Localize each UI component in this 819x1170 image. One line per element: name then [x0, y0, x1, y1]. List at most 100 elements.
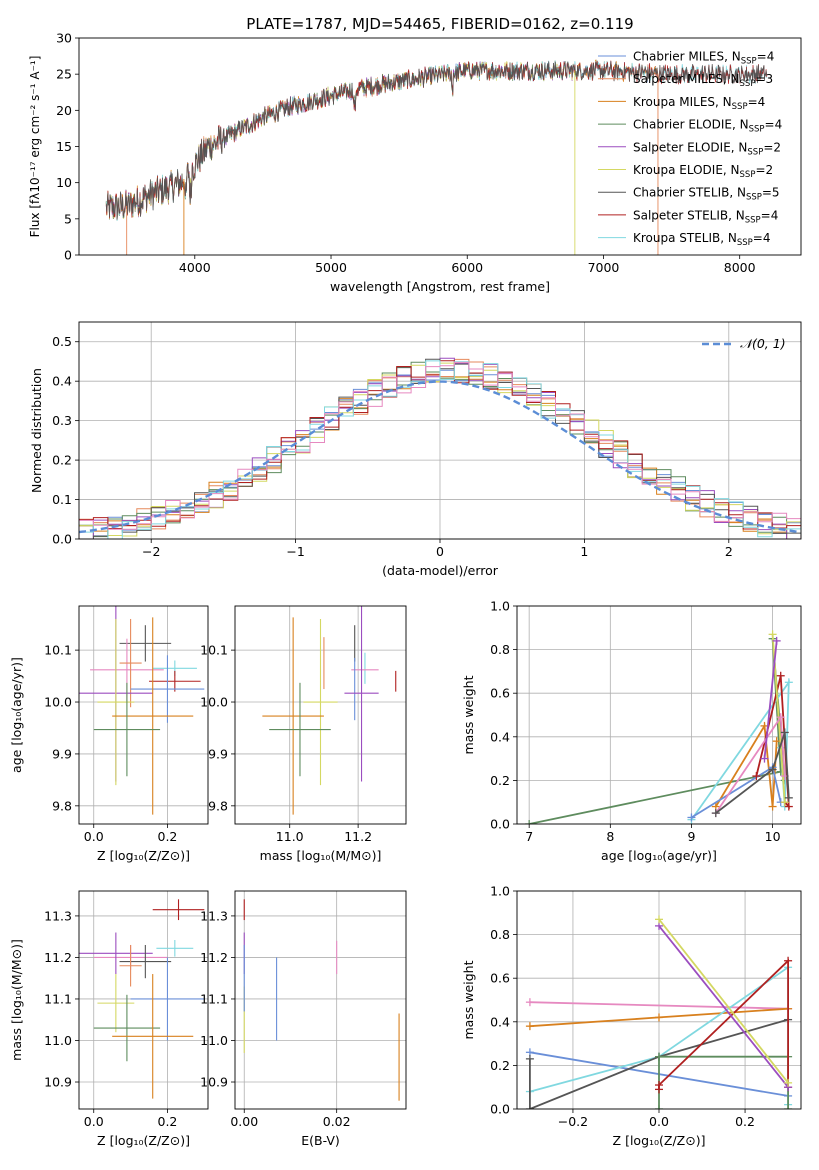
y-tick-label: 0.4 — [490, 1014, 510, 1029]
plot-area — [79, 606, 205, 815]
error-bar-point — [119, 625, 172, 662]
axes-frame — [78, 37, 802, 256]
x-tick-label: 9 — [687, 829, 695, 844]
plot-area — [525, 630, 793, 824]
weight-marker — [752, 772, 761, 781]
panel-age-vs-Z: 0.0 0.2 9.8 9.9 10.0 10.1 Z [log₁₀(Z/Z⊙)] age [… — [9, 605, 209, 863]
y-tick-label: 11.1 — [44, 991, 72, 1006]
weight-marker — [784, 678, 793, 687]
weight-marker — [784, 1105, 793, 1109]
y-tick-label: 0.0 — [490, 1102, 510, 1117]
weight-marker — [655, 1052, 663, 1061]
error-bar-point — [112, 974, 194, 1099]
weight-line-extra_pink — [529, 1001, 789, 1010]
x-tick-label: 8 — [606, 829, 614, 844]
plot-area — [262, 606, 397, 815]
legend-entry: Salpeter STELIB, NSSP=4 — [633, 208, 778, 225]
panel-weight-vs-age: 7 8 9 10 0.0 0.2 0.4 0.6 0.8 1.0 age [log₁₀(age/yr… — [461, 599, 802, 863]
x-tick-label: 0.2 — [158, 1114, 178, 1129]
plot-area — [525, 915, 793, 1109]
weight-marker — [772, 636, 781, 645]
error-bar-point — [130, 655, 205, 723]
error-bar-point — [93, 994, 161, 1062]
y-tick-label: 0.6 — [490, 686, 510, 701]
y-tick-label: 0.5 — [52, 334, 72, 349]
y-tick-label: 10.0 — [200, 695, 228, 710]
normal-curve — [79, 380, 799, 534]
x-tick-label: 0.2 — [158, 829, 178, 844]
axes-frame — [78, 321, 802, 540]
legend-entry: Chabrier STELIB, NSSP=5 — [633, 186, 780, 203]
weight-marker — [784, 1078, 793, 1087]
x-tick-label: 7000 — [588, 260, 620, 275]
axes-frame — [516, 605, 802, 825]
y-tick-label: 0.3 — [52, 413, 72, 428]
y-tick-label: 25 — [56, 67, 72, 82]
y-axis-label: age [log₁₀(age/yr)] — [9, 657, 24, 773]
y-tick-label: 11.3 — [200, 908, 228, 923]
figure-title: PLATE=1787, MJD=54465, FIBERID=0162, z=0… — [246, 15, 633, 33]
legend-entry: 𝒩(0, 1) — [740, 336, 786, 351]
x-tick-label: −2 — [142, 544, 160, 559]
y-tick-label: 11.2 — [200, 950, 228, 965]
x-tick-label: 11.2 — [344, 829, 372, 844]
weight-marker — [525, 1022, 534, 1031]
panel-mass-vs-ebv: 0.00 0.02 10.9 11.0 11.1 11.2 11.3 E(B-V) — [200, 890, 407, 1148]
y-tick-label: 10.1 — [200, 643, 228, 658]
x-tick-label: 8000 — [724, 260, 756, 275]
axes-frame — [234, 605, 407, 825]
plot-area — [105, 59, 768, 255]
weight-marker — [525, 1054, 534, 1063]
y-tick-label: 10.9 — [200, 1075, 228, 1090]
weight-marker — [655, 1105, 663, 1109]
y-tick-label: 15 — [56, 139, 72, 154]
legend-entry: Chabrier MILES, NSSP=4 — [633, 50, 774, 67]
plot-area — [243, 899, 400, 1101]
weight-marker — [711, 809, 720, 818]
x-tick-label: 0.02 — [323, 1114, 351, 1129]
weight-line-chabrier_elodie — [658, 1055, 789, 1109]
weight-marker — [784, 802, 793, 811]
error-bar-point — [156, 939, 194, 957]
weight-marker — [776, 713, 785, 722]
axes-frame — [78, 605, 209, 825]
y-tick-label: 9.8 — [52, 798, 72, 813]
x-tick-label: 11.0 — [276, 829, 304, 844]
weight-marker — [780, 728, 789, 737]
y-tick-label: 0.8 — [490, 642, 510, 657]
panel-weight-vs-Z: −0.2 0.0 0.2 0.0 0.2 0.4 0.6 0.8 1.0 Z [log₁₀(Z/Z… — [461, 884, 802, 1148]
weight-line-salpeter_elodie — [658, 925, 789, 1088]
axes-frame — [234, 890, 407, 1110]
error-bar-point — [303, 618, 338, 786]
x-tick-label: 1 — [580, 544, 588, 559]
y-tick-label: 11.1 — [200, 991, 228, 1006]
weight-marker — [784, 793, 793, 802]
legend-entry: Kroupa ELODIE, NSSP=2 — [633, 163, 773, 180]
x-tick-label: 0.0 — [84, 1114, 104, 1129]
panel-mass-vs-Z: 0.0 0.2 10.9 11.0 11.1 11.2 11.3 Z [log₁₀(Z/Z⊙)… — [9, 890, 209, 1148]
y-tick-label: 9.9 — [208, 746, 228, 761]
weight-line-chabrier_elodie — [529, 638, 786, 824]
spectrum-line-chabrier_stelib — [105, 61, 768, 220]
y-tick-label: 0.0 — [52, 532, 72, 547]
weight-line-chabrier_stelib — [715, 732, 790, 814]
error-bar-point — [130, 957, 205, 1041]
error-bar-point — [262, 617, 324, 815]
plot-area — [79, 357, 801, 539]
panel-spectrum: 4000 5000 6000 7000 8000 0 5 10 15 20 25 30 waveleng… — [28, 31, 802, 294]
y-tick-label: 0.8 — [490, 927, 510, 942]
legend-entry: Salpeter ELODIE, NSSP=2 — [633, 140, 781, 157]
y-tick-label: 20 — [56, 103, 72, 118]
x-tick-label: 10 — [765, 829, 781, 844]
y-axis-label: mass weight — [461, 960, 476, 1039]
x-axis-label: mass [log₁₀(M/M⊙)] — [260, 848, 382, 863]
y-tick-label: 0 — [64, 248, 72, 263]
x-tick-label: −0.2 — [558, 1114, 588, 1129]
x-axis-label: wavelength [Angstrom, rest frame] — [330, 279, 550, 294]
y-axis-label: Flux [fλ10⁻¹⁷ erg cm⁻² s⁻¹ A⁻¹] — [28, 56, 42, 238]
error-bar-point — [152, 899, 205, 921]
x-axis-label: E(B-V) — [301, 1133, 340, 1148]
error-bar-point — [79, 932, 153, 975]
error-bar-point — [119, 618, 142, 708]
y-tick-label: 11.3 — [44, 908, 72, 923]
